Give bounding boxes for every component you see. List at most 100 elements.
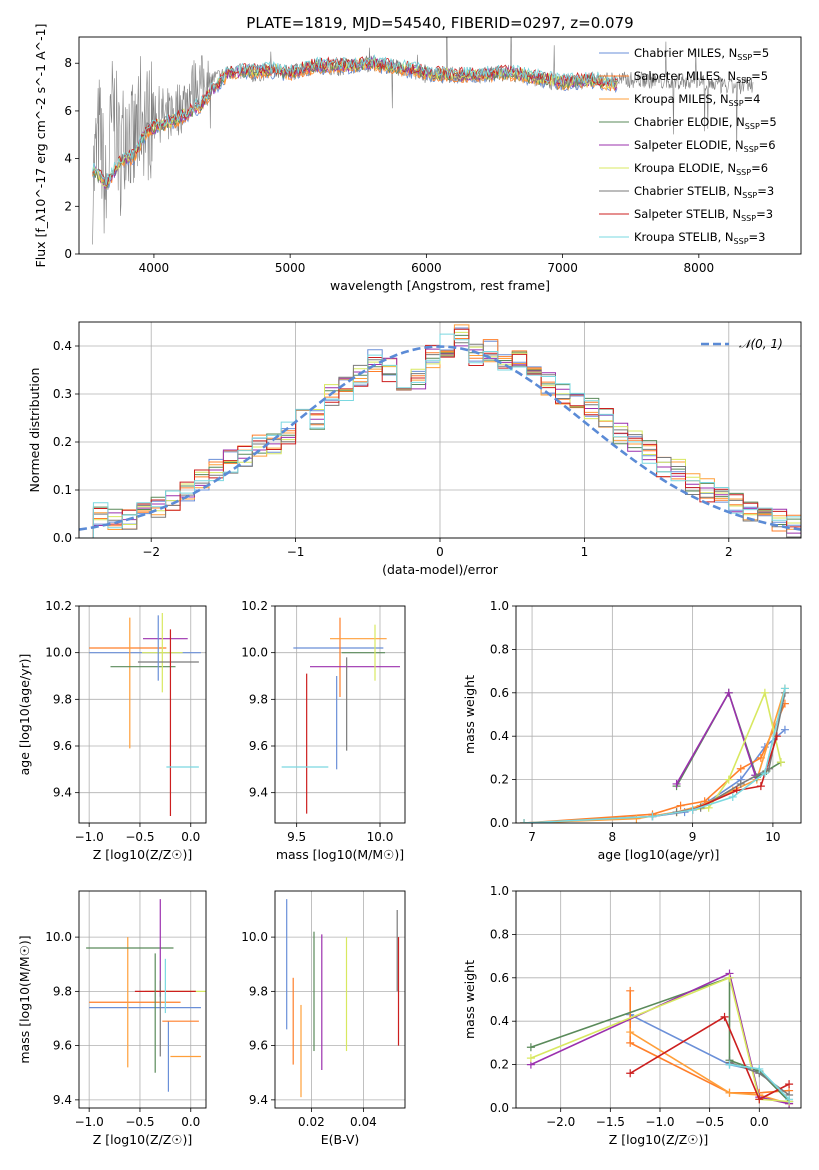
data-point-marker <box>676 801 685 810</box>
mass-weight-series-line <box>523 688 786 823</box>
axes-frame <box>78 321 802 539</box>
data-point-marker <box>520 819 529 823</box>
data-point-marker <box>688 805 697 814</box>
x-tick-label: 5000 <box>275 261 306 275</box>
grid <box>275 891 405 1108</box>
x-tick-label: 10.0 <box>367 830 394 844</box>
y-tick-label: 0.3 <box>53 387 72 401</box>
legend-entry: Salpeter MILES, NSSP=5 <box>634 69 768 85</box>
data-point-marker <box>760 688 769 697</box>
y-axis-label: mass weight <box>462 675 477 754</box>
data-point-marker <box>526 1054 535 1063</box>
y-axis-label: mass [log10(M/M☉)] <box>17 935 32 1063</box>
data-point-marker <box>725 1060 734 1069</box>
spectrum-axes: 4000 5000 6000 7000 8000 0 2 4 6 8 wavelength [Ang… <box>33 24 802 293</box>
data-point-marker <box>626 986 635 995</box>
x-tick-label: 0.0 <box>181 830 200 844</box>
mass-weight-series-line <box>523 703 786 823</box>
x-tick-label: −2 <box>142 545 160 559</box>
x-tick-label: −0.5 <box>125 830 154 844</box>
mass-weight-series-line <box>629 1015 790 1101</box>
legend-entry: Kroupa STELIB, NSSP=3 <box>634 230 765 246</box>
y-tick-label: 0 <box>64 247 72 261</box>
y-tick-label: 9.8 <box>53 692 72 706</box>
y-tick-label: 6 <box>64 104 72 118</box>
x-axis-label: E(B-V) <box>321 1132 360 1147</box>
x-axis-label: Z [log10(Z/Z☉)] <box>93 847 193 862</box>
data-point-marker <box>776 758 785 767</box>
y-tick-label: 1.0 <box>490 599 509 613</box>
x-tick-label: 4000 <box>139 261 170 275</box>
y-tick-label: 0.6 <box>490 686 509 700</box>
data-point-marker <box>632 814 641 823</box>
mass_vs_ebv-axes: 0.02 0.04 9.4 9.6 9.8 10.0 E(B-V) <box>241 890 406 1147</box>
data-point-marker <box>756 782 765 791</box>
y-tick-label: 0.2 <box>490 1058 509 1072</box>
y-tick-label: 9.4 <box>53 786 72 800</box>
y-tick-label: 0.4 <box>490 1014 509 1028</box>
mass-weight-series-line <box>523 688 786 823</box>
data-point-marker <box>672 779 681 788</box>
data-point-marker <box>724 775 733 784</box>
legend: 𝒩(0, 1) <box>701 337 783 351</box>
x-axis-label: mass [log10(M/M☉)] <box>276 847 404 862</box>
legend-entry: 𝒩(0, 1) <box>739 337 783 351</box>
y-tick-label: 10.0 <box>45 930 72 944</box>
mass-weight-series-line <box>629 1031 790 1105</box>
data-point-marker <box>736 779 745 788</box>
x-axis-label: Z [log10(Z/Z☉)] <box>609 1132 709 1147</box>
legend-entry: Salpeter ELODIE, NSSP=6 <box>634 138 776 154</box>
age_vs_Z-axes: −1.0 −0.5 0.0 9.4 9.6 9.8 10.0 10.2 Z [log10(Z/Z… <box>17 599 207 862</box>
y-tick-label: 10.2 <box>45 599 72 613</box>
data-point-marker <box>724 688 733 697</box>
x-tick-label: 0.04 <box>350 1115 377 1129</box>
plot-area <box>520 684 789 823</box>
plot-area <box>89 613 201 816</box>
y-tick-label: 0.4 <box>490 729 509 743</box>
x-tick-label: 9 <box>689 830 697 844</box>
legend-entry: Kroupa ELODIE, NSSP=6 <box>634 161 768 177</box>
y-tick-label: 10.0 <box>241 646 268 660</box>
y-tick-label: 9.6 <box>249 1039 268 1053</box>
y-tick-label: 0.2 <box>490 773 509 787</box>
y-tick-label: 9.4 <box>249 786 268 800</box>
x-tick-label: 0.0 <box>181 1115 200 1129</box>
residual_histogram-axes: −2 −1 0 1 2 0.0 0.1 0.2 0.3 0.4 (data-model)/error… <box>27 321 802 577</box>
x-tick-label: 8000 <box>684 261 715 275</box>
data-point-marker <box>785 1095 794 1104</box>
data-point-marker <box>720 1012 729 1021</box>
x-tick-label: 0 <box>436 545 444 559</box>
y-tick-label: 2 <box>64 199 72 213</box>
axes-frame <box>515 890 802 1109</box>
grid <box>516 890 801 1109</box>
y-tick-label: 9.8 <box>249 984 268 998</box>
axes-frame <box>274 605 406 824</box>
x-tick-label: 0.02 <box>298 1115 325 1129</box>
x-tick-label: −1.0 <box>645 1115 674 1129</box>
x-tick-label: 6000 <box>411 261 442 275</box>
x-tick-label: 8 <box>609 830 617 844</box>
x-tick-label: −1 <box>287 545 305 559</box>
x-tick-label: −0.5 <box>695 1115 724 1129</box>
plot-area <box>86 899 206 1092</box>
x-tick-label: −2.0 <box>546 1115 575 1129</box>
data-point-marker <box>526 1043 535 1052</box>
legend: Chabrier MILES, NSSP=5 Salpeter MILES, NS… <box>599 46 777 246</box>
y-tick-label: 9.6 <box>53 1039 72 1053</box>
x-tick-label: 9.5 <box>287 830 306 844</box>
axes-frame <box>274 890 406 1109</box>
data-point-marker <box>755 1064 764 1073</box>
x-tick-label: 2 <box>725 545 733 559</box>
axes-frame <box>78 605 207 824</box>
y-tick-label: 9.4 <box>53 1093 72 1107</box>
x-tick-label: 1 <box>581 545 589 559</box>
y-axis-label: mass weight <box>462 960 477 1039</box>
age_vs_mass-axes: 9.5 10.0 9.4 9.6 9.8 10.0 10.2 mass [log10(M/M☉… <box>241 599 406 862</box>
mass_weight_vs_age-axes: 7 8 9 10 0.0 0.2 0.4 0.6 0.8 1.0 age [log10(age/yr… <box>462 599 802 862</box>
y-tick-label: 9.6 <box>53 739 72 753</box>
data-point-marker <box>725 1088 734 1097</box>
x-tick-label: 0.0 <box>750 1115 769 1129</box>
x-tick-label: −1.5 <box>596 1115 625 1129</box>
x-tick-label: −1.0 <box>75 1115 104 1129</box>
data-point-marker <box>755 1095 764 1104</box>
